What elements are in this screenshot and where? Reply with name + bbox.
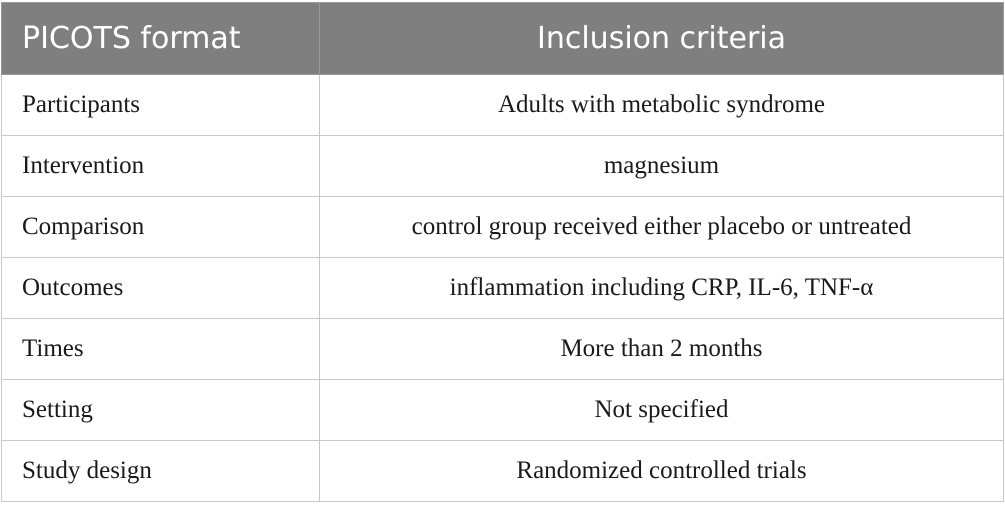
table-row: Times More than 2 months [1,318,1004,380]
table-cell: control group received either placebo or… [319,196,1004,258]
header-cell: PICOTS format [1,2,320,75]
table-cell: Study design [1,440,320,502]
table-cell: Comparison [1,196,320,258]
table-cell: inflammation including CRP, IL-6, TNF-α [319,257,1004,319]
table-row: Setting Not specified [1,379,1004,441]
table-row: Study design Randomized controlled trials [1,440,1004,502]
table-row: Intervention magnesium [1,135,1004,197]
table-cell: Not specified [319,379,1004,441]
table-cell: magnesium [319,135,1004,197]
table-cell: Randomized controlled trials [319,440,1004,502]
table-cell: Adults with metabolic syndrome [319,74,1004,136]
table-cell: Setting [1,379,320,441]
table-cell: Times [1,318,320,380]
table-row: Comparison control group received either … [1,196,1004,258]
table-row: Participants Adults with metabolic syndro… [1,74,1004,136]
header-cell: Inclusion criteria [319,2,1004,75]
header-row: PICOTS format Inclusion criteria [1,2,1004,75]
table-row: Outcomes inflammation including CRP, IL-6… [1,257,1004,319]
table-cell: More than 2 months [319,318,1004,380]
picots-table: PICOTS format Inclusion criteria Particip… [1,2,1004,502]
table-cell: Intervention [1,135,320,197]
table-cell: Participants [1,74,320,136]
table-cell: Outcomes [1,257,320,319]
